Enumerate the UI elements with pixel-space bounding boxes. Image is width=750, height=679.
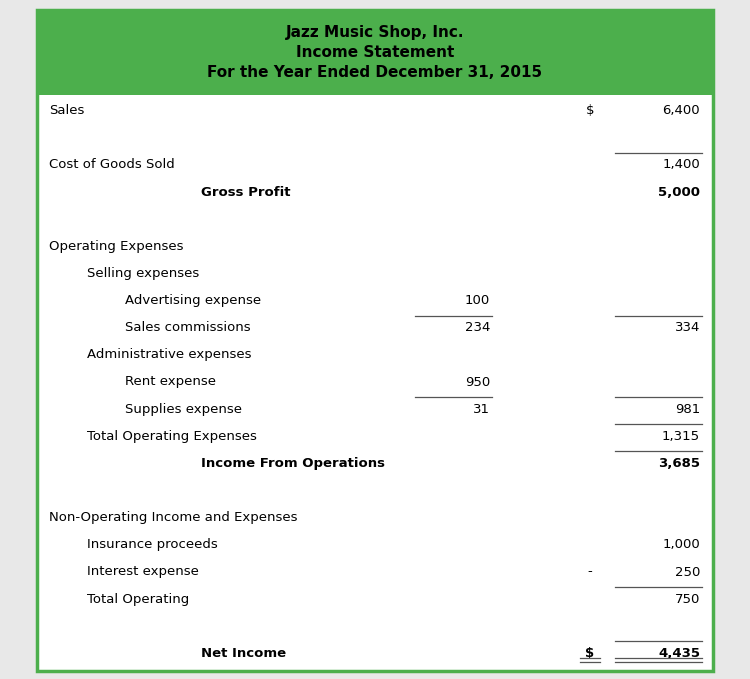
Text: 750: 750 <box>675 593 700 606</box>
Text: 100: 100 <box>465 294 490 307</box>
Text: 6,400: 6,400 <box>662 104 700 117</box>
Text: 31: 31 <box>473 403 490 416</box>
Text: Income Statement: Income Statement <box>296 45 454 60</box>
Text: Rent expense: Rent expense <box>125 375 216 388</box>
Text: Interest expense: Interest expense <box>87 566 199 579</box>
Text: 1,400: 1,400 <box>662 158 700 171</box>
Text: Non-Operating Income and Expenses: Non-Operating Income and Expenses <box>49 511 298 524</box>
Text: -: - <box>588 566 592 579</box>
Text: Gross Profit: Gross Profit <box>201 185 290 198</box>
Text: Income From Operations: Income From Operations <box>201 457 385 470</box>
Text: 3,685: 3,685 <box>658 457 700 470</box>
Text: Jazz Music Shop, Inc.: Jazz Music Shop, Inc. <box>286 25 464 41</box>
Text: Insurance proceeds: Insurance proceeds <box>87 538 218 551</box>
Text: Operating Expenses: Operating Expenses <box>49 240 184 253</box>
Bar <box>37 10 713 95</box>
Text: Total Operating: Total Operating <box>87 593 189 606</box>
Text: 234: 234 <box>464 321 490 334</box>
Text: Administrative expenses: Administrative expenses <box>87 348 251 361</box>
Text: Net Income: Net Income <box>201 647 286 660</box>
Text: 250: 250 <box>675 566 700 579</box>
Text: Selling expenses: Selling expenses <box>87 267 200 280</box>
Text: Sales commissions: Sales commissions <box>125 321 251 334</box>
Text: 1,315: 1,315 <box>662 430 700 443</box>
Text: 1,000: 1,000 <box>662 538 700 551</box>
Text: Sales: Sales <box>49 104 84 117</box>
Text: Advertising expense: Advertising expense <box>125 294 261 307</box>
Text: 4,435: 4,435 <box>658 647 700 660</box>
Text: 5,000: 5,000 <box>658 185 700 198</box>
Text: 334: 334 <box>675 321 700 334</box>
Text: Supplies expense: Supplies expense <box>125 403 242 416</box>
Text: For the Year Ended December 31, 2015: For the Year Ended December 31, 2015 <box>208 65 542 79</box>
Text: $: $ <box>586 647 595 660</box>
Text: $: $ <box>586 104 594 117</box>
Text: 950: 950 <box>465 375 490 388</box>
Text: Total Operating Expenses: Total Operating Expenses <box>87 430 256 443</box>
Text: Cost of Goods Sold: Cost of Goods Sold <box>49 158 175 171</box>
Text: 981: 981 <box>675 403 700 416</box>
